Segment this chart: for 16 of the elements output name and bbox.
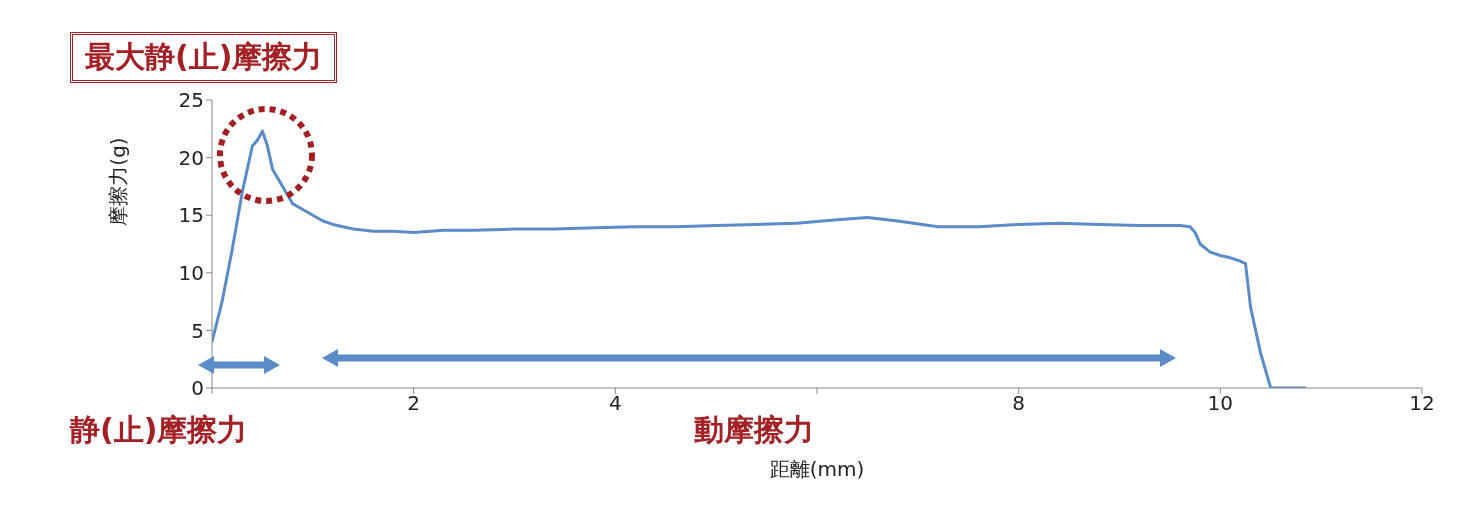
x-tick-label: 2 [407, 391, 421, 416]
x-tick-label: 4 [608, 391, 622, 416]
x-tick-label: 10 [1207, 391, 1234, 416]
y-tick-label: 15 [178, 203, 204, 228]
text: 動摩擦力 [694, 410, 814, 451]
text: 最大静(止)摩擦力 [70, 32, 338, 83]
text: 静(止)摩擦力 [70, 410, 248, 451]
y-tick-label: 25 [178, 88, 204, 113]
x-axis-title: 距離(mm) [768, 456, 866, 483]
x-tick-label: 12 [1409, 391, 1435, 416]
y-tick-label: 0 [191, 376, 204, 401]
y-tick-label: 5 [191, 318, 204, 343]
y-tick-label: 20 [178, 145, 204, 170]
y-tick-label: 10 [178, 260, 204, 285]
x-tick-label: 8 [1012, 391, 1026, 416]
y-axis-title: 摩擦力(g) [104, 137, 131, 226]
